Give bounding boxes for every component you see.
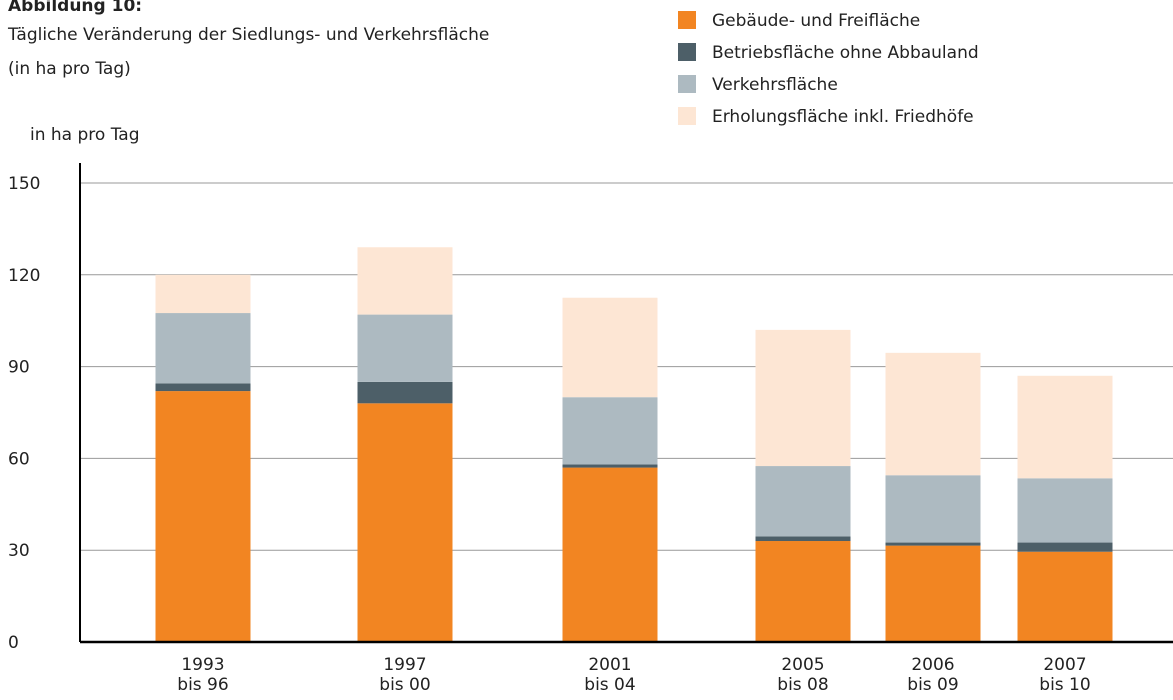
bar-segment: [1017, 478, 1113, 543]
bar-segment: [562, 397, 658, 465]
bar-segment: [885, 475, 981, 543]
chart-subtitle: (in ha pro Tag): [8, 59, 131, 79]
legend-label: Gebäude- und Freifläche: [712, 11, 920, 31]
x-tick-label: bis 08: [777, 675, 828, 695]
y-tick-label: 30: [8, 541, 30, 561]
x-tick-label: bis 10: [1039, 675, 1090, 695]
x-tick-label: bis 96: [177, 675, 228, 695]
bar-segment: [755, 329, 851, 467]
y-axis-label: in ha pro Tag: [30, 125, 140, 145]
bar-segment: [885, 352, 981, 476]
bar-segment: [755, 466, 851, 537]
bar-segment: [885, 542, 981, 546]
bar-segment: [755, 541, 851, 642]
x-tick-label: bis 09: [907, 675, 958, 695]
legend-label: Verkehrsfläche: [712, 75, 838, 95]
bar-segment: [562, 297, 658, 398]
bar-segment: [155, 383, 251, 392]
x-tick-label: 2005: [781, 655, 824, 675]
bar-segment: [1017, 375, 1113, 479]
legend-swatch: [678, 107, 696, 125]
bar-segment: [562, 467, 658, 642]
legend-swatch: [678, 11, 696, 29]
y-tick-label: 0: [8, 633, 19, 653]
bar-segment: [357, 403, 453, 642]
bar-segment: [155, 274, 251, 314]
x-tick-label: 2001: [588, 655, 631, 675]
bar-segment: [357, 247, 453, 315]
x-tick-label: 1993: [181, 655, 224, 675]
bar-segment: [155, 391, 251, 642]
x-tick-label: bis 00: [379, 675, 430, 695]
legend-label: Erholungsfläche inkl. Friedhöfe: [712, 107, 974, 127]
legend-swatch: [678, 43, 696, 61]
y-tick-label: 90: [8, 358, 30, 378]
bar-segment: [1017, 542, 1113, 552]
legend-label: Betriebsfläche ohne Abbauland: [712, 43, 979, 63]
bar-segment: [562, 464, 658, 468]
x-tick-label: 2007: [1043, 655, 1086, 675]
bar-segment: [755, 536, 851, 542]
bar-segment: [357, 381, 453, 404]
bar-segment: [155, 313, 251, 384]
y-tick-label: 150: [8, 174, 40, 194]
x-tick-label: bis 04: [584, 675, 635, 695]
y-tick-label: 120: [8, 266, 40, 286]
bar-segment: [1017, 551, 1113, 642]
legend-swatch: [678, 75, 696, 93]
chart-title: Abbildung 10:: [8, 0, 142, 16]
y-tick-label: 60: [8, 449, 30, 469]
x-tick-label: 2006: [911, 655, 954, 675]
bar-segment: [357, 314, 453, 382]
bar-segment: [885, 545, 981, 642]
chart-subtitle: Tägliche Veränderung der Siedlungs- und …: [7, 25, 489, 45]
x-tick-label: 1997: [383, 655, 426, 675]
